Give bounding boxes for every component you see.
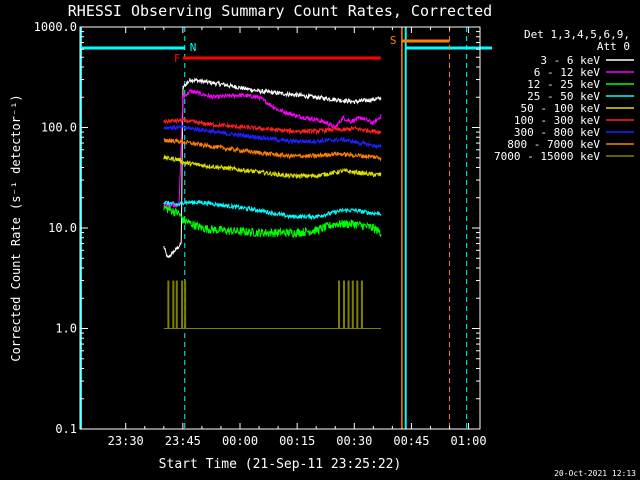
legend-entry-label: 300 - 800 keV: [514, 126, 600, 139]
legend-header-line: Att 0: [597, 40, 630, 53]
x-tick-label: 00:45: [393, 434, 429, 448]
series-line-6: [163, 124, 382, 150]
x-tick-label: 01:00: [451, 434, 487, 448]
y-tick-label: 1.0: [55, 322, 77, 336]
x-tick-label: 00:15: [279, 434, 315, 448]
series-layer: [163, 76, 382, 329]
series-line-3: [163, 199, 382, 221]
saa-label: S: [390, 34, 397, 47]
legend-entry-label: 6 - 12 keV: [534, 66, 601, 79]
series-line-1: [163, 88, 382, 209]
y-tick-label: 0.1: [55, 422, 77, 436]
axis-layer: 23:30 23:45 00:00 00:15 00:30 00:45 01:00 0.1 1.…: [34, 20, 487, 448]
series-line-7: [163, 137, 382, 162]
series-line-4: [163, 154, 382, 180]
chart-title: RHESSI Observing Summary Count Rates, Co…: [68, 2, 492, 20]
y-tick-label: 10.0: [48, 221, 77, 235]
night-label: N: [190, 41, 197, 54]
x-axis-label: Start Time (21-Sep-11 23:25:22): [159, 457, 402, 472]
y-axis-label: Corrected Count Rate (s⁻¹ detector⁻¹): [9, 94, 23, 361]
legend-entry-label: 25 - 50 keV: [527, 90, 600, 103]
legend-header-line: Det 1,3,4,5,6,9,: [524, 28, 630, 41]
flare-label: F: [174, 52, 181, 65]
y-tick-label: 100.0: [41, 121, 77, 135]
legend-entry-label: 12 - 25 keV: [527, 78, 600, 91]
series-line-0: [163, 76, 382, 258]
series-line-5: [163, 117, 382, 136]
x-tick-label: 23:30: [108, 434, 144, 448]
legend-entry-label: 7000 - 15000 keV: [494, 150, 600, 163]
series-line-2: [163, 204, 382, 238]
x-tick-label: 23:45: [165, 434, 201, 448]
x-tick-label: 00:30: [336, 434, 372, 448]
legend-entry-label: 3 - 6 keV: [540, 54, 600, 67]
annotation-layer: NF S: [80, 27, 492, 429]
y-tick-label: 1000.0: [34, 20, 77, 34]
footer-timestamp: 20-Oct-2021 12:13: [554, 469, 636, 478]
x-tick-label: 00:00: [222, 434, 258, 448]
legend-entry-label: 800 - 7000 keV: [507, 138, 600, 151]
legend-entry-label: 100 - 300 keV: [514, 114, 600, 127]
legend-entry-label: 50 - 100 keV: [521, 102, 601, 115]
